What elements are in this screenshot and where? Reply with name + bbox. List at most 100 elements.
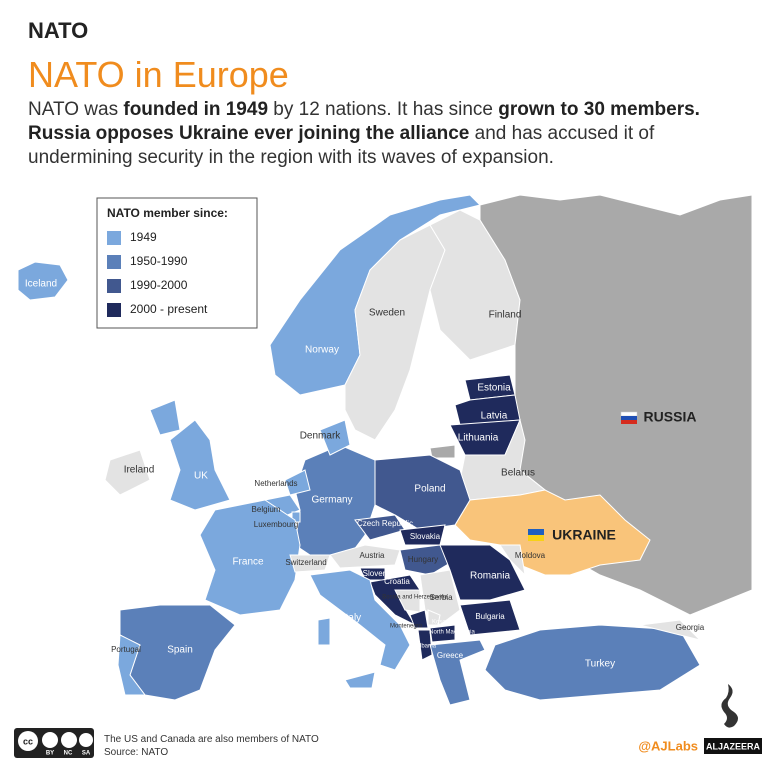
description-segment: founded in 1949	[123, 99, 269, 120]
country-label: Italy	[343, 613, 361, 624]
country-shape	[284, 469, 311, 496]
country-shape	[639, 619, 702, 641]
legend-label: 2000 - present	[130, 302, 208, 316]
country-label: Belarus	[501, 468, 535, 479]
description-segment: Russia opposes Ukraine ever joining the …	[28, 123, 470, 144]
legend-label: 1949	[130, 230, 157, 244]
license: BY NC SA	[46, 751, 91, 757]
legend: 1949 1950-1990 1990-2000 2000 - present	[107, 230, 208, 317]
country-label: Montenegro	[390, 624, 423, 630]
legend-swatch	[107, 231, 121, 245]
country-labels: Iceland Norway Sweden Finland RUSSIA Estonia L…	[25, 279, 705, 670]
handle: @AJLabs	[638, 738, 698, 753]
country-shape	[427, 609, 441, 626]
country-shape	[117, 634, 146, 696]
country-shape	[369, 574, 421, 627]
country-label: Ireland	[124, 465, 155, 476]
description-segment: and has accused it of undermining securi…	[28, 123, 655, 168]
country-label: Germany	[311, 495, 352, 506]
country-shape	[319, 419, 351, 456]
country-shape	[399, 544, 456, 576]
license-label: SA	[82, 751, 91, 757]
country-label: Luxembourg	[254, 520, 298, 529]
country-shape	[439, 544, 526, 601]
country-shape	[499, 544, 526, 577]
brand: ALJAZEERA	[706, 741, 761, 751]
country-shape	[169, 419, 231, 511]
country-label: Switzerland	[285, 558, 326, 567]
country-shape	[317, 617, 331, 646]
country-label: Czech Republic	[357, 519, 413, 528]
russia-flag	[620, 411, 638, 424]
country-shape	[309, 569, 411, 671]
country-shape	[417, 629, 433, 661]
legend-swatch	[107, 279, 121, 293]
country-shape	[329, 544, 401, 569]
legend-swatch	[107, 255, 121, 269]
brand-box	[704, 738, 762, 754]
country-shape	[454, 394, 521, 426]
country-label: Bosnia and Herzegovina	[382, 595, 448, 601]
source: Source: NATO	[104, 747, 169, 758]
country-label: Turkey	[585, 659, 615, 670]
country-shape	[269, 194, 481, 396]
country-label: Iceland	[25, 279, 57, 290]
country-label: Estonia	[477, 383, 511, 394]
country-label: Hungary	[408, 555, 438, 564]
country-label: Lithuania	[458, 433, 499, 444]
country-label: Georgia	[676, 623, 705, 632]
country-label: Belgium	[252, 505, 281, 514]
country-shape	[459, 599, 521, 636]
country-label: Romania	[470, 571, 510, 582]
license-label: BY	[46, 751, 54, 757]
kicker: NATO	[28, 18, 89, 43]
country-label: UKRAINE	[552, 527, 616, 543]
country-label: Slovenia	[363, 569, 394, 578]
description-segment: by 12 nations. It has since	[268, 99, 499, 120]
country-shape	[149, 399, 181, 436]
license-label: NC	[64, 751, 73, 757]
logo-mark	[721, 684, 738, 728]
country-shape	[17, 261, 69, 301]
country-label: Norway	[305, 345, 339, 356]
country-label: Kosovo	[432, 620, 453, 626]
cc-badge: cc	[14, 728, 94, 758]
country-label: Serbia	[429, 593, 453, 602]
description: NATO was founded in 1949 by 12 nations. …	[28, 98, 753, 170]
country-shape	[454, 489, 651, 576]
title: NATO in Europe	[28, 54, 289, 95]
legend-title: NATO member since:	[107, 206, 228, 220]
country-label: Austria	[360, 551, 385, 560]
country-shape	[484, 624, 701, 701]
country-label: Latvia	[481, 411, 508, 422]
country-shape	[104, 449, 151, 496]
country-label: Bulgaria	[475, 612, 505, 621]
country-shape	[199, 499, 301, 616]
description-segment: NATO was	[28, 99, 124, 120]
country-label: RUSSIA	[644, 409, 697, 425]
countries	[17, 194, 753, 706]
legend-swatch	[107, 303, 121, 317]
country-label: Netherlands	[254, 479, 297, 488]
country-shape	[429, 444, 456, 459]
legend-box	[96, 197, 258, 329]
country-shape	[429, 624, 456, 643]
country-label: Spain	[167, 645, 193, 656]
country-label: Albania	[416, 644, 437, 650]
country-shape	[289, 554, 331, 573]
country-label: Moldova	[515, 551, 546, 560]
description-segment: grown to 30 members.	[498, 99, 700, 120]
country-label: Poland	[414, 484, 445, 495]
ukraine-flag	[528, 529, 544, 541]
country-label: France	[232, 557, 264, 568]
country-label: Croatia	[384, 577, 410, 586]
country-label: Portugal	[111, 645, 141, 654]
legend-label: 1950-1990	[130, 254, 188, 268]
country-shape	[344, 671, 376, 689]
country-label: Sweden	[369, 308, 405, 319]
legend-label: 1990-2000	[130, 278, 188, 292]
country-label: Denmark	[300, 431, 342, 442]
country-label: Greece	[437, 651, 464, 660]
